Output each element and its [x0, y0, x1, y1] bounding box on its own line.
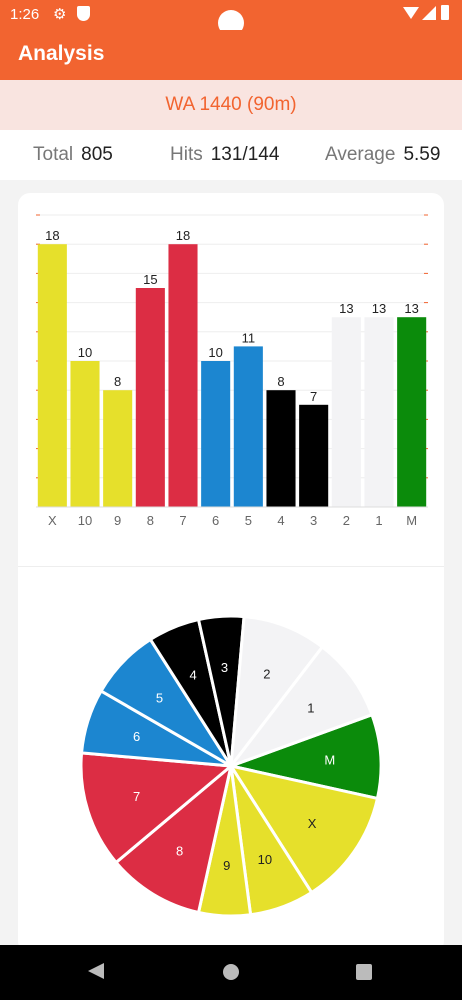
total-value: 805	[81, 144, 113, 165]
home-icon[interactable]	[223, 964, 239, 980]
page-title: Analysis	[18, 42, 105, 65]
wifi-icon	[403, 7, 419, 19]
total-label: Total	[33, 144, 74, 165]
hits-stat: Hits 131/144	[170, 144, 279, 166]
average-stat: Average 5.59	[325, 144, 440, 166]
status-bar: 1:26 ⚙	[0, 0, 462, 36]
total-stat: Total 805	[33, 144, 113, 166]
back-icon[interactable]	[88, 963, 104, 979]
battery-icon	[441, 5, 449, 20]
average-value: 5.59	[403, 144, 441, 165]
card-divider	[18, 566, 444, 567]
hits-label: Hits	[170, 144, 203, 165]
recent-apps-icon[interactable]	[356, 964, 372, 980]
navigation-bar	[0, 945, 462, 1000]
gear-icon: ⚙	[53, 6, 67, 23]
shield-icon	[77, 6, 90, 21]
signal-icon	[422, 6, 436, 20]
app-bar: Analysis	[0, 30, 462, 80]
hits-value: 131/144	[210, 144, 280, 165]
average-label: Average	[325, 144, 396, 165]
stats-row: Total 805 Hits 131/144 Average 5.59	[0, 130, 462, 180]
analysis-card	[18, 193, 444, 953]
status-time: 1:26	[10, 6, 40, 23]
round-name: WA 1440 (90m)	[0, 80, 462, 130]
